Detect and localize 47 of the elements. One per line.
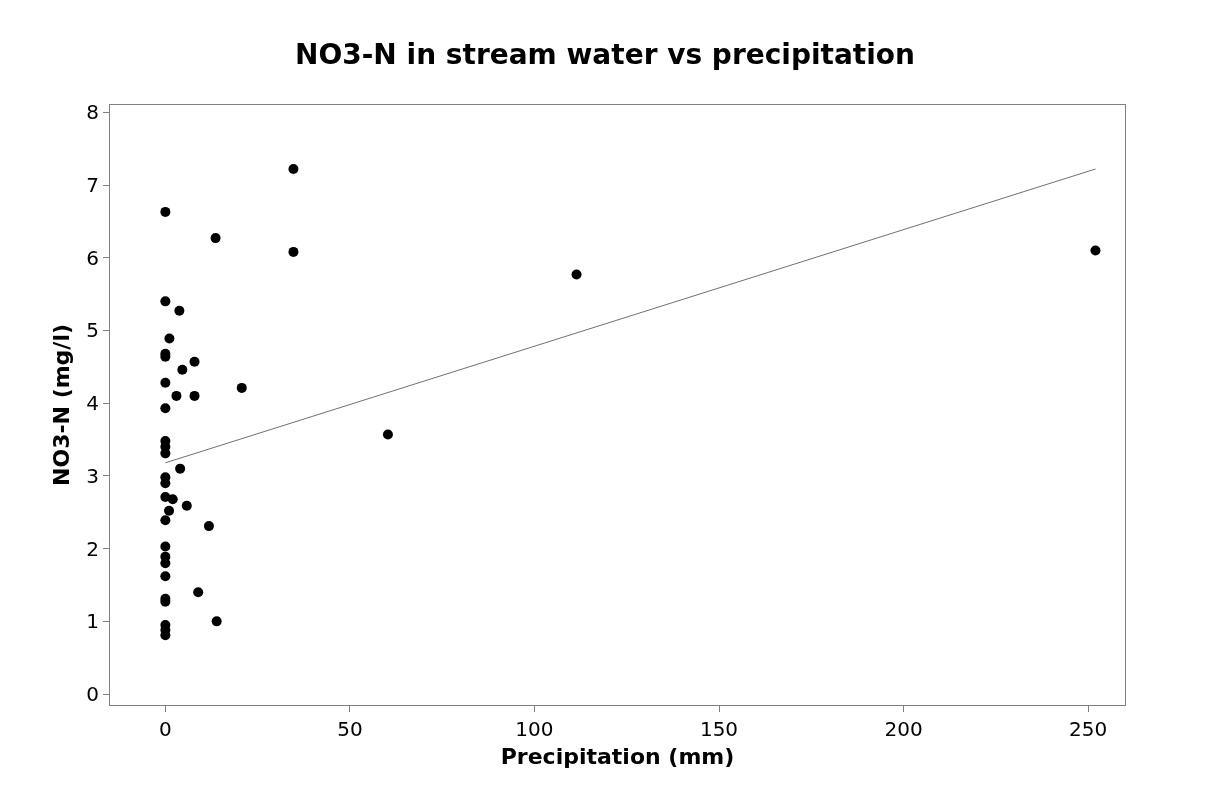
point bbox=[189, 390, 200, 401]
point bbox=[160, 206, 171, 217]
y-tick-label: 5 bbox=[86, 318, 99, 343]
point bbox=[236, 382, 247, 393]
point bbox=[382, 429, 393, 440]
point bbox=[171, 390, 182, 401]
y-tick-label: 7 bbox=[86, 173, 99, 197]
point bbox=[203, 521, 214, 532]
y-tick-label: 0 bbox=[86, 682, 99, 707]
point bbox=[160, 296, 171, 307]
point bbox=[160, 571, 171, 582]
point bbox=[571, 269, 582, 280]
point bbox=[160, 403, 171, 414]
point bbox=[210, 233, 221, 244]
point bbox=[193, 587, 204, 598]
y-tick-label: 6 bbox=[86, 245, 99, 270]
x-tick-label: 0 bbox=[158, 717, 172, 741]
point bbox=[189, 356, 200, 367]
point bbox=[175, 463, 186, 474]
point bbox=[160, 377, 171, 388]
x-axis-title: Precipitation (mm) bbox=[500, 743, 735, 769]
y-tick-label: 2 bbox=[86, 536, 99, 561]
point bbox=[164, 333, 175, 344]
chart-title: NO3-N in stream water vs precipitation bbox=[295, 37, 915, 71]
point bbox=[174, 305, 185, 316]
point bbox=[288, 246, 299, 257]
y-tick-label: 3 bbox=[86, 463, 99, 488]
point bbox=[288, 164, 299, 174]
point bbox=[164, 505, 175, 516]
x-tick-label: 150 bbox=[699, 717, 739, 741]
point bbox=[1090, 245, 1101, 256]
point bbox=[160, 448, 171, 459]
x-tick-label: 250 bbox=[1069, 717, 1108, 741]
x-tick-label: 100 bbox=[515, 717, 554, 741]
y-tick-label: 4 bbox=[86, 391, 99, 416]
point bbox=[160, 515, 171, 526]
y-tick-label: 1 bbox=[86, 609, 99, 634]
point bbox=[167, 494, 178, 505]
y-axis-title: NO3-N (mg/l) bbox=[49, 324, 75, 486]
point bbox=[160, 558, 171, 569]
y-tick-label: 8 bbox=[86, 100, 99, 125]
point bbox=[181, 500, 192, 511]
x-tick-label: 50 bbox=[337, 717, 363, 741]
point bbox=[160, 541, 171, 552]
point bbox=[177, 364, 188, 375]
x-tick-label: 200 bbox=[884, 717, 923, 741]
point bbox=[211, 616, 222, 627]
